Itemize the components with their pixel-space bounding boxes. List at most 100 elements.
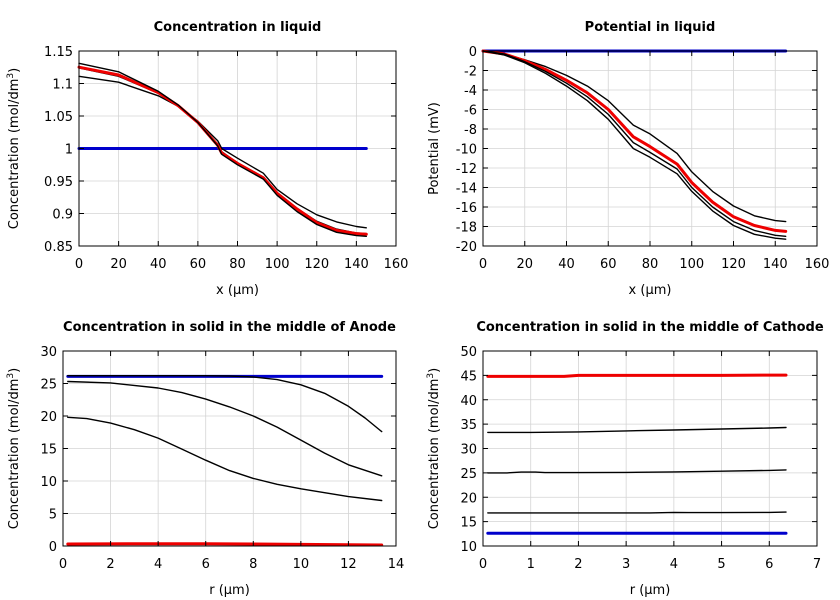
y-tick-label: 15 (460, 516, 477, 531)
chart-title: Concentration in liquid (154, 20, 322, 35)
y-tick-label: 15 (40, 443, 57, 458)
y-tick-label: 25 (460, 467, 477, 482)
series-line-t3 (482, 50, 787, 238)
y-axis-label: Concentration (mol/dm3) (6, 68, 22, 230)
series-line-t4 (78, 62, 367, 238)
y-tick-label: 0.85 (44, 240, 73, 255)
chart-3: 0 2 4 6 8 10 12 14 0 5 10 15 20 25 30 Concentration in … (6, 320, 404, 598)
x-tick-label: 100 (679, 257, 704, 272)
y-tick-label: 0 (49, 540, 57, 555)
x-tick-label: 12 (340, 557, 357, 572)
series-line-t1 (78, 75, 367, 229)
y-tick-label: 0 (469, 45, 477, 60)
chart-title: Potential in liquid (585, 20, 716, 35)
series-line-t3 (67, 416, 383, 502)
series-line-t0 (486, 373, 788, 378)
y-tick-label: 0.95 (44, 175, 73, 190)
series-line-t3 (77, 65, 368, 236)
y-tick-label: 25 (40, 378, 57, 393)
series-line-t4 (66, 542, 384, 547)
x-tick-label: 20 (516, 257, 533, 272)
x-tick-label: 8 (249, 557, 257, 572)
x-tick-label: 5 (717, 557, 725, 572)
x-tick-label: 2 (574, 557, 582, 572)
y-tick-label: -6 (464, 104, 477, 119)
x-tick-label: 80 (229, 257, 246, 272)
x-tick-label: 120 (304, 257, 329, 272)
y-tick-label: -12 (456, 162, 477, 177)
x-tick-label: 1 (527, 557, 535, 572)
x-tick-label: 3 (622, 557, 630, 572)
y-tick-label: 1.15 (44, 45, 73, 60)
chart-title: Concentration in solid in the middle of … (476, 320, 824, 335)
x-axis-label: r (µm) (209, 583, 250, 598)
series-line-t2 (481, 49, 788, 233)
chart-1: 0 20 40 60 80 100 120 140 160 0.85 0.9 0.95 1 1.05 1.1… (6, 20, 408, 298)
x-tick-label: 160 (805, 257, 830, 272)
x-tick-label: 20 (110, 257, 127, 272)
chart-title: Concentration in solid in the middle of … (63, 320, 396, 335)
y-axis-label: Potential (mV) (427, 102, 442, 195)
series-line-t2 (67, 380, 383, 477)
y-tick-label: 1.1 (52, 78, 73, 93)
series-line-t2 (487, 469, 787, 474)
y-tick-label: -8 (464, 123, 477, 138)
x-tick-label: 0 (75, 257, 83, 272)
chart-4: 0 1 2 3 4 5 6 7101520253035404550Concentration … (426, 320, 824, 598)
y-tick-label: -18 (456, 221, 477, 236)
y-tick-label: 20 (460, 491, 477, 506)
y-tick-label: 5 (49, 508, 57, 523)
y-axis-label: Concentration (mol/dm3) (426, 368, 442, 530)
series-line-t1 (482, 50, 787, 223)
series-line-t1 (67, 375, 383, 433)
series-line-t3 (487, 511, 787, 514)
y-tick-label: 35 (460, 418, 477, 433)
y-tick-label: -16 (456, 201, 477, 216)
y-tick-label: -14 (456, 182, 477, 197)
y-tick-label: 45 (460, 369, 477, 384)
y-tick-label: 1.05 (44, 110, 73, 125)
y-tick-label: 10 (40, 475, 57, 490)
x-tick-label: 40 (558, 257, 575, 272)
x-tick-label: 0 (479, 257, 487, 272)
y-tick-label: -4 (464, 84, 477, 99)
x-tick-label: 4 (154, 557, 162, 572)
x-axis-label: r (µm) (630, 583, 671, 598)
series-line-t4 (482, 50, 787, 240)
chart-2: 0 20 40 60 80 100 120 140 160-20-18-16-14-12-10-… (427, 20, 829, 298)
x-tick-label: 160 (384, 257, 409, 272)
x-tick-label: 40 (150, 257, 167, 272)
x-tick-label: 60 (190, 257, 207, 272)
y-tick-label: -20 (456, 240, 477, 255)
x-tick-label: 14 (388, 557, 405, 572)
y-tick-label: 30 (40, 345, 57, 360)
x-tick-label: 10 (293, 557, 310, 572)
y-tick-label: -2 (464, 65, 477, 80)
y-axis-label: Concentration (mol/dm3) (6, 368, 22, 530)
series-line-t1 (487, 426, 787, 434)
x-tick-label: 60 (600, 257, 617, 272)
x-tick-label: 2 (106, 557, 114, 572)
x-tick-label: 120 (721, 257, 746, 272)
x-tick-label: 7 (813, 557, 821, 572)
x-tick-label: 100 (265, 257, 290, 272)
x-tick-label: 4 (670, 557, 678, 572)
y-tick-label: 1 (65, 143, 73, 158)
x-axis-label: x (µm) (216, 283, 259, 298)
x-axis-label: x (µm) (629, 283, 672, 298)
y-tick-label: -10 (456, 143, 477, 158)
y-tick-label: 20 (40, 410, 57, 425)
x-tick-label: 0 (59, 557, 67, 572)
x-tick-label: 6 (765, 557, 773, 572)
y-tick-label: 30 (460, 443, 477, 458)
y-tick-label: 10 (460, 540, 477, 555)
y-tick-label: 40 (460, 394, 477, 409)
x-tick-label: 6 (202, 557, 210, 572)
series-line-t2 (78, 67, 367, 235)
x-tick-label: 140 (344, 257, 369, 272)
x-tick-label: 0 (479, 557, 487, 572)
x-tick-label: 140 (763, 257, 788, 272)
x-tick-label: 80 (642, 257, 659, 272)
y-tick-label: 0.9 (52, 208, 73, 223)
